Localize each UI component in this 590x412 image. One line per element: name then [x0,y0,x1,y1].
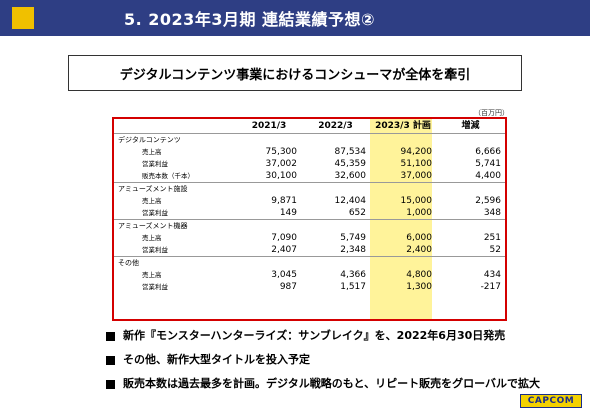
cell: 251 [483,233,501,243]
cell: 37,002 [265,159,298,169]
cell: 37,000 [400,171,433,181]
cell: 2,348 [340,245,366,255]
cell: 1,000 [406,208,432,218]
cell: 7,090 [271,233,297,243]
table-row: 売上高 3,045 4,366 4,800 434 [114,269,505,281]
table-row: 営業利益 987 1,517 1,300 -217 [114,281,505,293]
row-label: 営業利益 [142,209,168,217]
capcom-logo: CAPCOM [520,394,582,408]
cell: 15,000 [400,196,433,206]
cell: 1,517 [340,282,366,292]
bullet-text: 販売本数は過去最多を計画。デジタル戦略のもと、リピート販売をグローバルで拡大 [123,377,541,390]
row-label: 売上高 [142,148,162,156]
table-row: 営業利益 37,002 45,359 51,100 5,741 [114,158,505,170]
column-header: 増減 [461,120,480,131]
column-header: 2023/3 計画 [375,120,431,131]
cell: 2,400 [406,245,432,255]
square-bullet-icon [106,380,115,389]
subtitle-box: デジタルコンテンツ事業におけるコンシューマが全体を牽引 [68,55,522,91]
forecast-table: 2021/3 2022/3 2023/3 計画 増減 デジタルコンテンツ 売上高… [114,118,505,293]
cell: -217 [480,282,501,292]
cell: 45,359 [334,159,367,169]
cell: 30,100 [265,171,298,181]
cell: 652 [348,208,366,218]
row-label: 売上高 [142,271,162,279]
cell: 5,749 [340,233,366,243]
row-label: 営業利益 [142,160,168,168]
section-row: アミューズメント機器 [114,219,505,232]
bullet-text: その他、新作大型タイトルを投入予定 [123,353,310,366]
bullet-item: 販売本数は過去最多を計画。デジタル戦略のもと、リピート販売をグローバルで拡大 [106,376,540,400]
cell: 6,666 [475,147,501,157]
row-label: 営業利益 [142,283,168,291]
table-row: 売上高 75,300 87,534 94,200 6,666 [114,146,505,158]
cell: 4,400 [475,171,501,181]
column-header: 2022/3 [318,120,353,131]
cell: 2,407 [271,245,297,255]
unit-label: （百万円） [474,109,509,117]
column-header: 2021/3 [251,120,287,131]
row-label: 販売本数（千本） [142,172,194,180]
cell: 94,200 [400,147,433,157]
subtitle-text: デジタルコンテンツ事業におけるコンシューマが全体を牽引 [119,67,471,83]
table-row: 売上高 7,090 5,749 6,000 251 [114,232,505,244]
table-row: 営業利益 149 652 1,000 348 [114,207,505,220]
cell: 5,741 [475,159,501,169]
table-row: 営業利益 2,407 2,348 2,400 52 [114,244,505,257]
row-label: 営業利益 [142,246,168,254]
bullet-item: 新作『モンスターハンターライズ：サンブレイク』を、2022年6月30日発売 [106,328,540,352]
cell: 2,596 [475,196,501,206]
cell: 1,300 [406,282,432,292]
row-label: 売上高 [142,234,162,242]
section-name: デジタルコンテンツ [114,133,505,146]
header-accent-square [12,7,34,29]
cell: 434 [483,270,501,280]
section-name: その他 [114,256,505,269]
cell: 348 [483,208,501,218]
table-row: 売上高 9,871 12,404 15,000 2,596 [114,195,505,207]
cell: 75,300 [265,147,298,157]
cell: 4,800 [406,270,432,280]
bullet-item: その他、新作大型タイトルを投入予定 [106,352,540,376]
square-bullet-icon [106,332,115,341]
cell: 987 [279,282,297,292]
table-header-row: 2021/3 2022/3 2023/3 計画 増減 [114,118,505,134]
cell: 87,534 [334,147,367,157]
table-row: 販売本数（千本） 30,100 32,600 37,000 4,400 [114,170,505,183]
section-row: デジタルコンテンツ [114,133,505,146]
bullet-text: 新作『モンスターハンターライズ：サンブレイク』を、2022年6月30日発売 [123,329,506,342]
column-header [114,118,237,134]
bullet-list: 新作『モンスターハンターライズ：サンブレイク』を、2022年6月30日発売 その… [106,328,540,400]
section-name: アミューズメント施設 [114,182,505,195]
cell: 149 [279,208,297,218]
cell: 51,100 [400,159,433,169]
section-row: その他 [114,256,505,269]
cell: 9,871 [271,196,297,206]
cell: 3,045 [271,270,297,280]
cell: 52 [489,245,501,255]
cell: 6,000 [406,233,432,243]
row-label: 売上高 [142,197,162,205]
page-title: 5. 2023年3月期 連結業績予想② [124,10,376,29]
square-bullet-icon [106,356,115,365]
table-frame [112,117,507,321]
cell: 32,600 [334,171,367,181]
plan-column-highlight [370,118,432,320]
section-name: アミューズメント機器 [114,219,505,232]
section-row: アミューズメント施設 [114,182,505,195]
cell: 12,404 [334,196,367,206]
header-bar: 5. 2023年3月期 連結業績予想② [0,0,590,36]
cell: 4,366 [340,270,366,280]
